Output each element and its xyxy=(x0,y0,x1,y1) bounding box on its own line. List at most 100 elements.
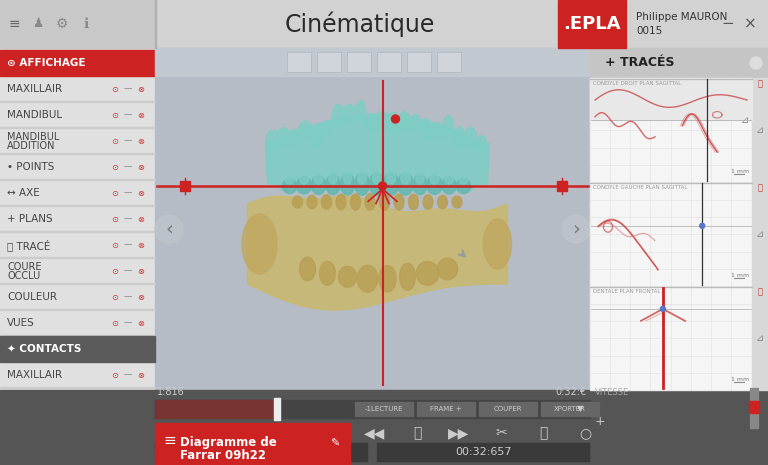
Text: COUPER: COUPER xyxy=(494,406,522,412)
Ellipse shape xyxy=(307,195,317,209)
Ellipse shape xyxy=(455,127,465,150)
Ellipse shape xyxy=(277,128,290,146)
Bar xyxy=(557,181,567,191)
Bar xyxy=(155,400,276,418)
Bar xyxy=(0,127,155,128)
Text: 📍: 📍 xyxy=(757,184,763,193)
Text: ⊗: ⊗ xyxy=(137,266,144,275)
Text: Farrar 09h22: Farrar 09h22 xyxy=(180,449,266,462)
Ellipse shape xyxy=(398,173,413,195)
Text: —: — xyxy=(124,292,132,301)
Ellipse shape xyxy=(310,127,323,146)
Text: ⊗: ⊗ xyxy=(137,85,144,93)
Ellipse shape xyxy=(285,176,293,184)
Circle shape xyxy=(392,115,399,123)
Bar xyxy=(558,0,626,48)
Ellipse shape xyxy=(413,174,427,195)
Text: −: − xyxy=(722,16,734,32)
Text: 1 mm: 1 mm xyxy=(731,377,749,382)
Text: ⊗: ⊗ xyxy=(137,111,144,120)
Text: Cinématique: Cinématique xyxy=(285,11,435,37)
Text: 00:32:657: 00:32:657 xyxy=(455,447,511,457)
Ellipse shape xyxy=(465,127,477,148)
Ellipse shape xyxy=(410,115,421,133)
Ellipse shape xyxy=(365,113,378,130)
Ellipse shape xyxy=(388,112,399,135)
Bar xyxy=(317,52,341,72)
Text: XPORTER: XPORTER xyxy=(554,406,586,412)
Text: ⊙: ⊙ xyxy=(111,319,118,327)
Ellipse shape xyxy=(443,116,454,137)
Text: ≡: ≡ xyxy=(8,17,20,31)
Ellipse shape xyxy=(357,266,378,292)
Text: ⌒ TRACÉ: ⌒ TRACÉ xyxy=(7,239,51,251)
Text: MANDIBUL: MANDIBUL xyxy=(7,132,59,142)
Ellipse shape xyxy=(299,121,313,140)
Text: —: — xyxy=(124,162,132,172)
Text: + PLANS: + PLANS xyxy=(7,214,53,224)
Text: 0015: 0015 xyxy=(636,26,662,36)
Ellipse shape xyxy=(293,196,303,208)
Text: FRAME +: FRAME + xyxy=(430,406,462,412)
Text: 00:00:000: 00:00:000 xyxy=(233,447,289,457)
Text: ▶▶: ▶▶ xyxy=(449,426,469,440)
Bar xyxy=(155,0,156,48)
Text: 📍: 📍 xyxy=(757,80,763,88)
Bar xyxy=(180,181,190,191)
Bar xyxy=(377,52,401,72)
Text: ✂: ✂ xyxy=(495,426,507,440)
Text: MAXILLAIR: MAXILLAIR xyxy=(7,84,62,94)
Ellipse shape xyxy=(430,174,439,184)
Text: -1LECTURE: -1LECTURE xyxy=(365,406,403,412)
Ellipse shape xyxy=(452,196,462,208)
Text: ✦ CONTACTS: ✦ CONTACTS xyxy=(7,344,81,354)
Text: ›: › xyxy=(572,219,580,239)
Text: .EPLA: .EPLA xyxy=(563,15,621,33)
Ellipse shape xyxy=(365,194,375,210)
Text: • POINTS: • POINTS xyxy=(7,162,55,172)
Text: ⊙: ⊙ xyxy=(111,214,118,224)
Bar xyxy=(155,48,590,390)
Ellipse shape xyxy=(336,194,346,210)
Ellipse shape xyxy=(288,130,301,146)
Text: MANDIBUL: MANDIBUL xyxy=(7,110,62,120)
Ellipse shape xyxy=(358,172,366,184)
Text: ⊙: ⊙ xyxy=(111,137,118,146)
Bar xyxy=(437,52,461,72)
Ellipse shape xyxy=(329,173,337,184)
Text: ⊗: ⊗ xyxy=(137,240,144,250)
Ellipse shape xyxy=(401,173,410,184)
Ellipse shape xyxy=(242,214,277,274)
Ellipse shape xyxy=(300,257,316,281)
Text: ⊿: ⊿ xyxy=(756,229,764,239)
Text: —: — xyxy=(124,319,132,327)
Bar xyxy=(749,401,759,413)
Ellipse shape xyxy=(355,173,369,195)
Text: ×: × xyxy=(743,16,756,32)
Ellipse shape xyxy=(484,219,511,269)
Text: +: + xyxy=(595,415,606,428)
Ellipse shape xyxy=(339,266,356,287)
Bar xyxy=(407,52,431,72)
Text: OCCLU: OCCLU xyxy=(7,271,40,281)
Bar xyxy=(590,48,768,78)
Text: ♟: ♟ xyxy=(32,18,44,31)
Text: 📍: 📍 xyxy=(757,287,763,297)
Ellipse shape xyxy=(321,121,333,136)
Text: ⊗: ⊗ xyxy=(137,188,144,198)
Text: —: — xyxy=(124,137,132,146)
Text: ℹ: ℹ xyxy=(84,17,88,31)
Text: ⚙: ⚙ xyxy=(56,17,68,31)
Bar xyxy=(347,52,371,72)
Text: ⊙: ⊙ xyxy=(111,85,118,93)
Ellipse shape xyxy=(343,105,356,122)
Text: ⊙: ⊙ xyxy=(111,292,118,301)
Ellipse shape xyxy=(372,172,381,184)
Bar xyxy=(590,78,752,182)
Text: ✎: ✎ xyxy=(330,439,339,449)
Ellipse shape xyxy=(383,173,399,195)
Text: ⊿: ⊿ xyxy=(756,125,764,135)
Circle shape xyxy=(379,182,386,190)
Bar xyxy=(355,402,413,416)
Bar xyxy=(377,443,589,461)
